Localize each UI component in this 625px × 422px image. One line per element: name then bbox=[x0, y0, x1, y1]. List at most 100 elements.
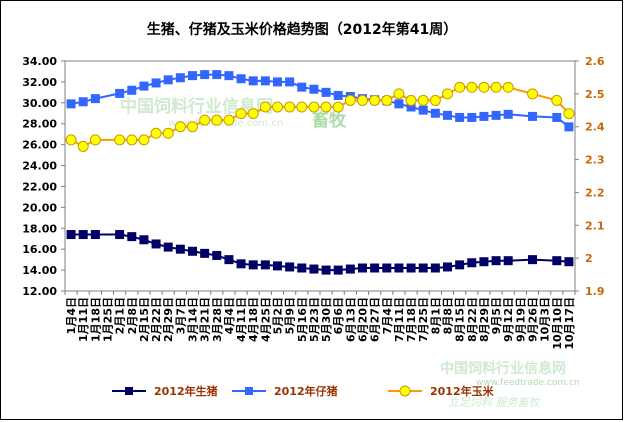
y2-tick-label: 2.2 bbox=[585, 186, 605, 199]
x-tick-label: 8月8日 bbox=[442, 297, 455, 334]
data-point-series-3 bbox=[187, 121, 198, 133]
data-point-series-3 bbox=[89, 134, 101, 146]
data-point-series-2 bbox=[503, 109, 513, 119]
data-point-series-1 bbox=[443, 262, 452, 272]
y-tick-label: 12.00 bbox=[22, 285, 57, 298]
data-point-series-1 bbox=[467, 258, 477, 268]
y-tick-label: 18.00 bbox=[22, 222, 57, 235]
data-point-series-3 bbox=[320, 101, 332, 113]
data-point-series-1 bbox=[333, 265, 343, 275]
data-point-series-1 bbox=[200, 248, 210, 258]
x-tick-label: 3月14日 bbox=[187, 297, 200, 342]
data-point-series-1 bbox=[127, 232, 137, 242]
y-tick-label: 30.00 bbox=[22, 97, 57, 110]
data-point-series-2 bbox=[90, 94, 100, 104]
data-point-series-3 bbox=[429, 94, 441, 106]
data-point-series-2 bbox=[297, 82, 307, 92]
data-point-series-2 bbox=[115, 88, 125, 98]
data-point-series-2 bbox=[309, 84, 319, 94]
data-point-series-1 bbox=[151, 239, 161, 249]
data-point-series-3 bbox=[405, 94, 417, 106]
data-point-series-3 bbox=[174, 121, 186, 133]
data-point-series-3 bbox=[235, 108, 247, 120]
data-point-series-1 bbox=[273, 261, 282, 271]
data-point-series-3 bbox=[466, 81, 478, 93]
data-point-series-1 bbox=[528, 255, 537, 265]
y2-tick-label: 2.5 bbox=[585, 88, 605, 101]
data-point-series-3 bbox=[527, 88, 538, 100]
data-point-series-1 bbox=[175, 244, 185, 254]
x-tick-label: 3月21日 bbox=[199, 297, 212, 342]
data-point-series-3 bbox=[272, 101, 283, 113]
data-point-series-3 bbox=[551, 94, 563, 106]
x-tick-label: 9月19日 bbox=[514, 297, 527, 342]
x-tick-label: 8月1日 bbox=[429, 297, 442, 334]
data-point-series-1 bbox=[66, 230, 76, 240]
y-tick-label: 26.00 bbox=[22, 139, 57, 152]
legend-label-2: 2012年仔猪 bbox=[274, 384, 338, 398]
data-point-series-1 bbox=[479, 257, 489, 267]
data-point-series-2 bbox=[188, 71, 197, 81]
x-tick-label: 4月25日 bbox=[259, 297, 272, 342]
data-point-series-2 bbox=[333, 91, 343, 100]
x-tick-label: 2月8日 bbox=[126, 297, 139, 334]
data-point-series-2 bbox=[273, 77, 282, 87]
data-point-series-1 bbox=[418, 263, 428, 273]
data-point-series-3 bbox=[344, 94, 356, 106]
data-point-series-2 bbox=[321, 87, 331, 97]
data-point-series-2 bbox=[467, 112, 477, 122]
x-tick-label: 6月27日 bbox=[369, 297, 382, 342]
y-tick-label: 22.00 bbox=[22, 180, 57, 193]
data-point-series-3 bbox=[563, 108, 575, 120]
x-tick-label: 5月2日 bbox=[272, 297, 285, 334]
data-point-series-3 bbox=[223, 114, 235, 126]
x-tick-label: 10月3日 bbox=[539, 297, 552, 342]
y-tick-label: 32.00 bbox=[22, 76, 57, 89]
data-point-series-2 bbox=[200, 70, 210, 80]
y-tick-label: 24.00 bbox=[22, 160, 57, 173]
data-point-series-1 bbox=[224, 255, 234, 265]
legend-marker-1 bbox=[125, 387, 133, 395]
data-point-series-3 bbox=[126, 134, 138, 146]
data-point-series-1 bbox=[382, 263, 392, 273]
x-tick-label: 2月22日 bbox=[150, 297, 163, 342]
y2-tick-label: 2.1 bbox=[585, 219, 605, 232]
data-point-series-2 bbox=[212, 70, 222, 80]
y-tick-label: 20.00 bbox=[22, 201, 57, 214]
y-tick-label: 34.00 bbox=[22, 55, 57, 68]
x-tick-label: 7月25日 bbox=[417, 297, 430, 342]
data-point-series-3 bbox=[393, 88, 405, 100]
data-point-series-1 bbox=[248, 260, 258, 270]
x-tick-label: 4月11日 bbox=[235, 297, 248, 342]
data-point-series-3 bbox=[357, 94, 368, 106]
data-point-series-3 bbox=[247, 108, 259, 120]
data-point-series-1 bbox=[552, 256, 562, 266]
legend-marker-2 bbox=[245, 387, 253, 395]
legend-label-3: 2012年玉米 bbox=[430, 384, 495, 398]
x-tick-label: 5月16日 bbox=[296, 297, 309, 342]
x-tick-label: 6月13日 bbox=[344, 297, 357, 342]
data-point-series-2 bbox=[418, 105, 428, 115]
data-point-series-2 bbox=[248, 76, 258, 86]
data-point-series-2 bbox=[394, 99, 404, 109]
data-point-series-2 bbox=[175, 73, 185, 83]
data-point-series-2 bbox=[528, 111, 537, 121]
data-point-series-2 bbox=[163, 75, 173, 85]
y-tick-label: 28.00 bbox=[22, 118, 57, 131]
data-point-series-3 bbox=[199, 114, 211, 126]
y2-tick-label: 2.3 bbox=[585, 154, 605, 167]
data-point-series-3 bbox=[381, 94, 393, 106]
x-tick-label: 9月12日 bbox=[502, 297, 515, 342]
data-point-series-1 bbox=[260, 260, 270, 270]
x-tick-label: 7月4日 bbox=[381, 297, 394, 334]
x-tick-label: 10月17日 bbox=[563, 297, 576, 350]
x-tick-label: 7月11日 bbox=[393, 297, 406, 342]
data-point-series-2 bbox=[564, 122, 574, 132]
data-point-series-1 bbox=[285, 262, 295, 272]
x-tick-label: 2月15日 bbox=[138, 297, 151, 342]
data-point-series-2 bbox=[224, 71, 234, 81]
data-point-series-1 bbox=[309, 264, 319, 274]
data-point-series-3 bbox=[150, 127, 162, 139]
data-point-series-1 bbox=[358, 263, 367, 273]
